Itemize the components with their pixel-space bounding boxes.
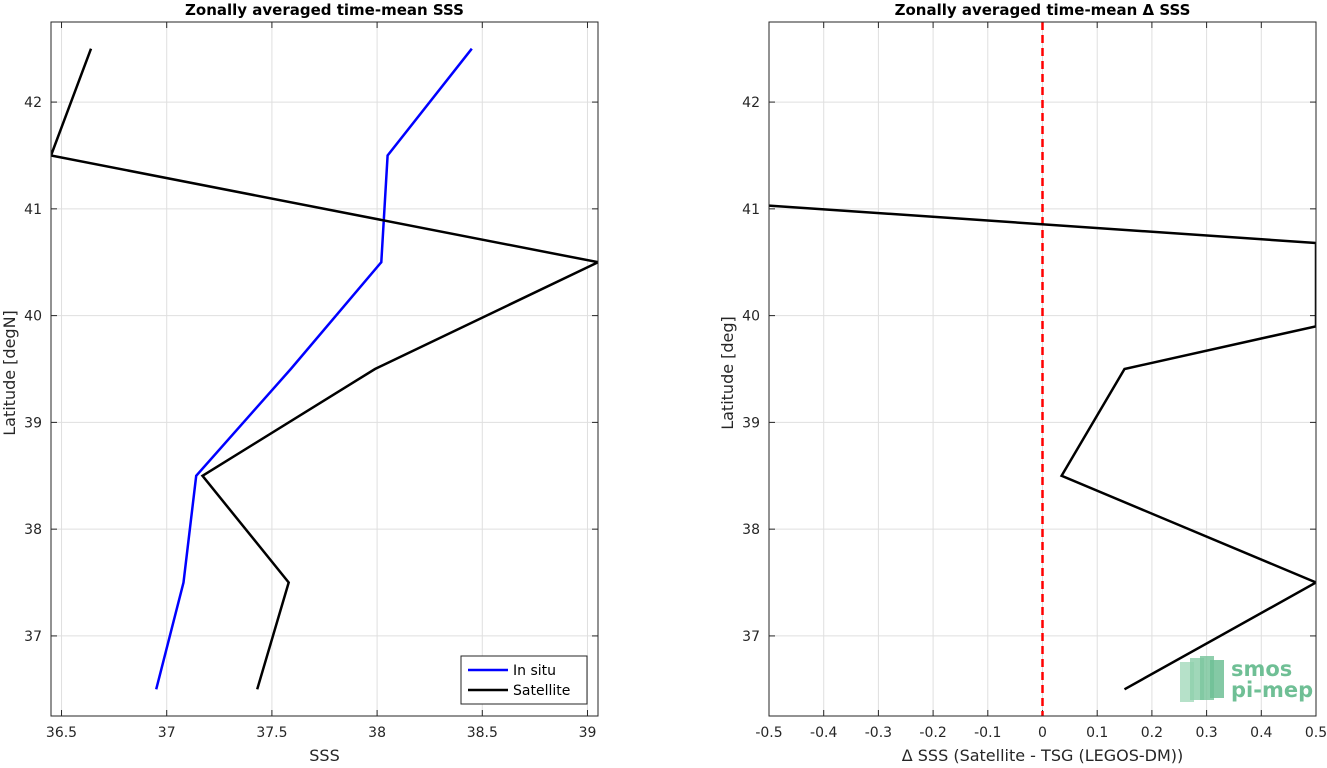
x-tick-label: 36.5 [46,725,77,741]
panel-delta-sss: -0.5 -0.4 -0.3 -0.2 -0.1 0 0.1 0.2 0.3 0.4 0.5 37 38… [718,1,1327,765]
x-tick-label: -0.3 [865,725,892,741]
logo-line1: smos [1231,657,1292,681]
x-tick-label: 37.5 [256,725,287,741]
y-tick-label: 39 [24,415,42,431]
x-tick-label: 0 [1038,725,1047,741]
y-tick-label: 41 [742,202,760,218]
axes-box [50,21,599,717]
x-tick-label: 38.5 [467,725,498,741]
y-axis-label: Latitude [deg] [718,316,737,430]
x-tick-label: 0.1 [1086,725,1108,741]
series-line-satellite [51,48,598,690]
legend-label: In situ [513,663,556,679]
series-line-in-situ [154,47,473,690]
y-tick-label: 42 [742,95,760,111]
y-tick-label: 40 [24,309,42,325]
y-tick-label: 37 [24,629,42,645]
x-tick-label: 0.4 [1250,725,1272,741]
smos-pimep-logo: smos pi-mep [1180,656,1313,702]
x-tick-label: -0.2 [919,725,946,741]
axes-box [768,21,1317,717]
y-tick-label: 37 [742,629,760,645]
y-tick-label: 41 [24,202,42,218]
series-line-0 [769,204,1316,691]
panel-sss: 36.5 37 37.5 38 38.5 39 37 38 39 40 41 42 Zonally av… [0,1,599,765]
y-tick-label: 42 [24,95,42,111]
x-tick-label: -0.5 [755,725,782,741]
logo-mark-icon [1180,656,1224,702]
x-tick-label: 38 [368,725,386,741]
x-tick-label: -0.1 [974,725,1001,741]
logo-line2: pi-mep [1231,678,1313,702]
y-tick-label: 38 [24,522,42,538]
chart-title: Zonally averaged time-mean Δ SSS [895,1,1191,19]
x-tick-label: 39 [579,725,597,741]
legend-box [460,655,588,705]
legend: In situ Satellite [460,655,588,705]
x-tick-label: 0.5 [1305,725,1327,741]
y-tick-label: 40 [742,309,760,325]
x-axis-label: Δ SSS (Satellite - TSG (LEGOS-DM)) [902,746,1184,764]
chart-title: Zonally averaged time-mean SSS [185,1,464,19]
x-tick-label: 37 [158,725,176,741]
x-axis-label: SSS [309,746,339,764]
x-tick-label: -0.4 [810,725,837,741]
x-tick-label: 0.2 [1141,725,1163,741]
y-axis-label: Latitude [degN] [0,310,19,436]
y-tick-label: 38 [742,522,760,538]
legend-label: Satellite [513,683,570,699]
x-tick-label: 0.3 [1195,725,1217,741]
y-tick-label: 39 [742,415,760,431]
plot-area [51,22,598,716]
